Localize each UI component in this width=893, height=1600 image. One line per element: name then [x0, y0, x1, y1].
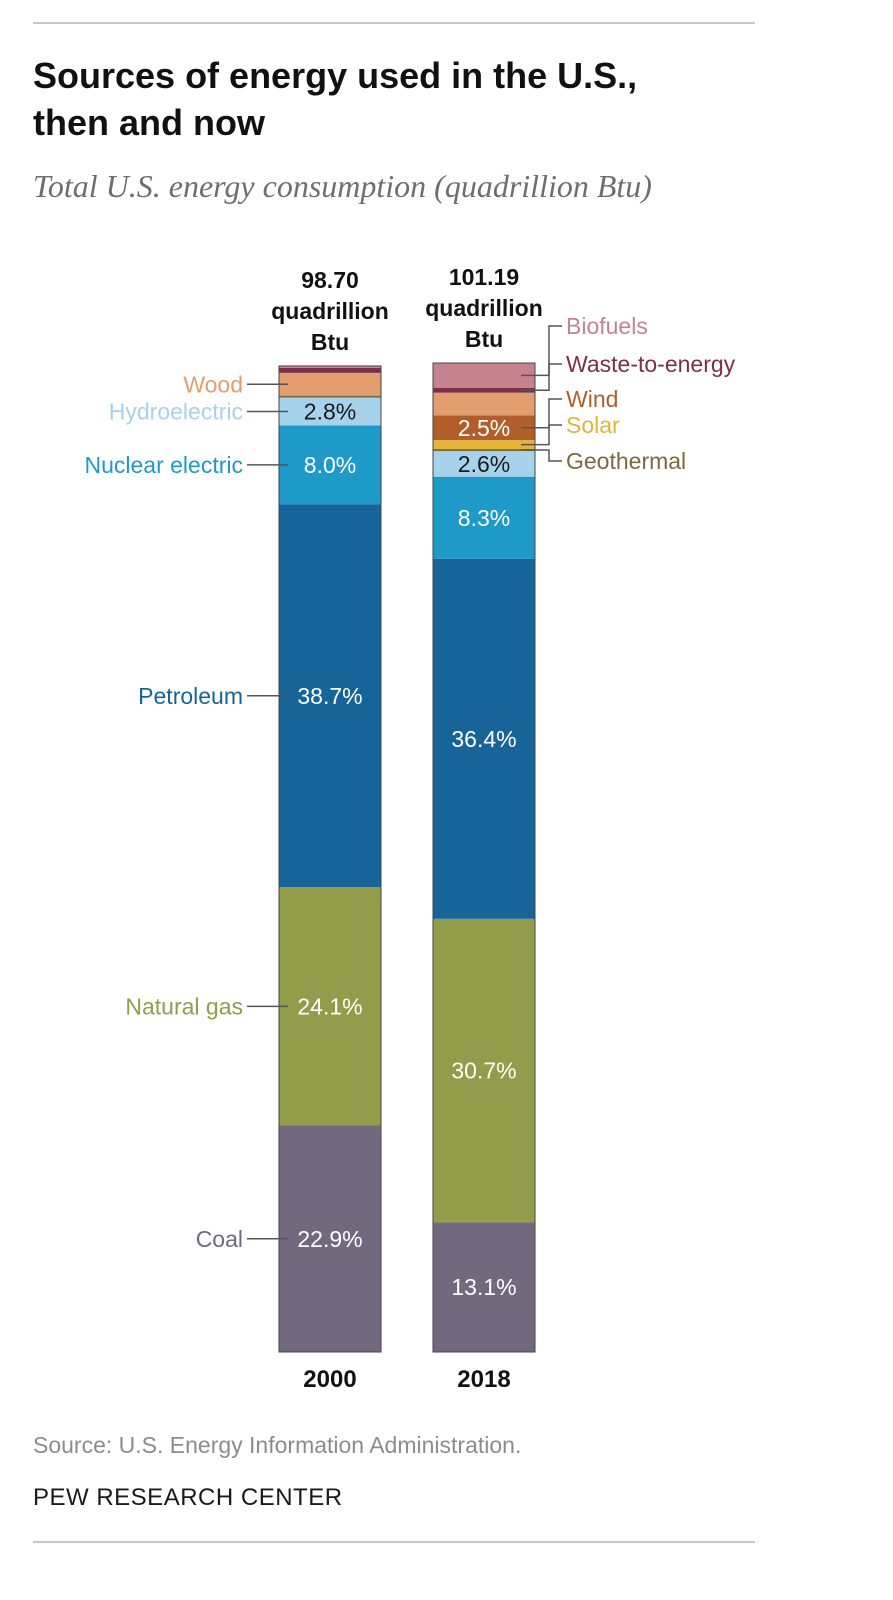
x-tick-label-2018: 2018 — [457, 1366, 510, 1393]
bar-segment-2018-nuclear-electric — [433, 476, 535, 559]
data-label-2018-coal: 13.1% — [451, 1274, 516, 1300]
stacked-bar-chart: 22.9% 24.1% 38.7% 8.0% 2.8% 98.70 quadrillion B… — [85, 264, 736, 1393]
bar-segment-2018-wood — [433, 392, 535, 416]
legend-leader-right-wind — [521, 398, 562, 429]
data-label-2000-coal: 22.9% — [297, 1226, 362, 1252]
bar-segment-2018-coal — [433, 1222, 535, 1352]
bar-segment-2018-wind — [433, 415, 535, 441]
bar-segment-2000-biofuels — [279, 365, 381, 368]
legend-leader-right-geothermal — [521, 449, 562, 462]
bar-segment-2000-nuclear-electric — [279, 425, 381, 505]
legend-label-waste-to-energy: Waste-to-energy — [566, 351, 736, 377]
bar-segment-2018-petroleum — [433, 558, 535, 919]
bar-segment-2018-waste-to-energy — [433, 387, 535, 393]
chart-title-line-1: Sources of energy used in the U.S., — [33, 55, 638, 96]
bar-outline-2000 — [278, 365, 382, 1353]
data-label-2018-nuclear-electric: 8.3% — [458, 505, 510, 531]
bar-segment-2018-hydroelectric — [433, 451, 535, 477]
legend-label-wood: Wood — [183, 371, 243, 397]
bar-segment-2018-geothermal — [433, 449, 535, 452]
bar-segment-2000-geothermal — [279, 395, 381, 398]
total-label-2018-line-3: Btu — [465, 326, 503, 352]
bar-segment-2000-waste-to-energy — [279, 367, 381, 373]
total-label-2018-line-1: 101.19 — [449, 264, 519, 290]
bottom-rule — [33, 1541, 755, 1543]
total-label-2018-line-2: quadrillion — [425, 295, 543, 321]
chart-subtitle: Total U.S. energy consumption (quadrilli… — [33, 168, 652, 204]
legend-label-natural-gas: Natural gas — [125, 993, 243, 1019]
legend-label-nuclear-electric: Nuclear electric — [85, 452, 244, 478]
chart-title: Sources of energy used in the U.S., then… — [33, 52, 753, 146]
bar-segment-2000-hydroelectric — [279, 397, 381, 426]
pew-research-center-logo: PEW RESEARCH CENTER — [33, 1484, 343, 1511]
bar-segment-2000-coal — [279, 1125, 381, 1352]
top-rule — [33, 22, 755, 24]
total-label-2000-line-1: 98.70 — [301, 267, 359, 293]
total-label-2000-line-2: quadrillion — [271, 298, 389, 324]
legend-label-biofuels: Biofuels — [566, 313, 648, 339]
bar-segment-2000-natural-gas — [279, 887, 381, 1126]
bar-outline-2018 — [432, 362, 536, 1353]
legend-label-coal: Coal — [196, 1226, 243, 1252]
bar-segment-2000-wood — [279, 372, 381, 396]
source-note: Source: U.S. Energy Information Administ… — [33, 1432, 522, 1458]
bar-segment-2018-natural-gas — [433, 918, 535, 1223]
legend-label-solar: Solar — [566, 412, 620, 438]
legend-label-geothermal: Geothermal — [566, 448, 686, 474]
legend-leader-right-biofuels — [521, 325, 562, 377]
data-label-2000-nuclear-electric: 8.0% — [304, 452, 356, 478]
legend-leader-right-solar — [521, 424, 562, 446]
data-label-2000-hydroelectric: 2.8% — [304, 398, 356, 424]
x-tick-label-2000: 2000 — [303, 1366, 356, 1393]
data-label-2000-petroleum: 38.7% — [297, 683, 362, 709]
data-label-2018-wind: 2.5% — [458, 415, 510, 441]
bar-segment-2018-biofuels — [433, 363, 535, 388]
bar-segment-2000-petroleum — [279, 504, 381, 888]
legend-label-wind: Wind — [566, 386, 618, 412]
total-label-2000-line-3: Btu — [311, 329, 349, 355]
data-label-2018-natural-gas: 30.7% — [451, 1058, 516, 1084]
legend-label-petroleum: Petroleum — [138, 683, 243, 709]
bar-segment-2018-solar — [433, 440, 535, 450]
legend-label-hydroelectric: Hydroelectric — [109, 398, 243, 424]
chart-title-line-2: then and now — [33, 102, 265, 143]
data-label-2018-hydroelectric: 2.6% — [458, 451, 510, 477]
data-label-2000-natural-gas: 24.1% — [297, 993, 362, 1019]
legend-leader-right-waste-to-energy — [521, 363, 562, 391]
data-label-2018-petroleum: 36.4% — [451, 726, 516, 752]
